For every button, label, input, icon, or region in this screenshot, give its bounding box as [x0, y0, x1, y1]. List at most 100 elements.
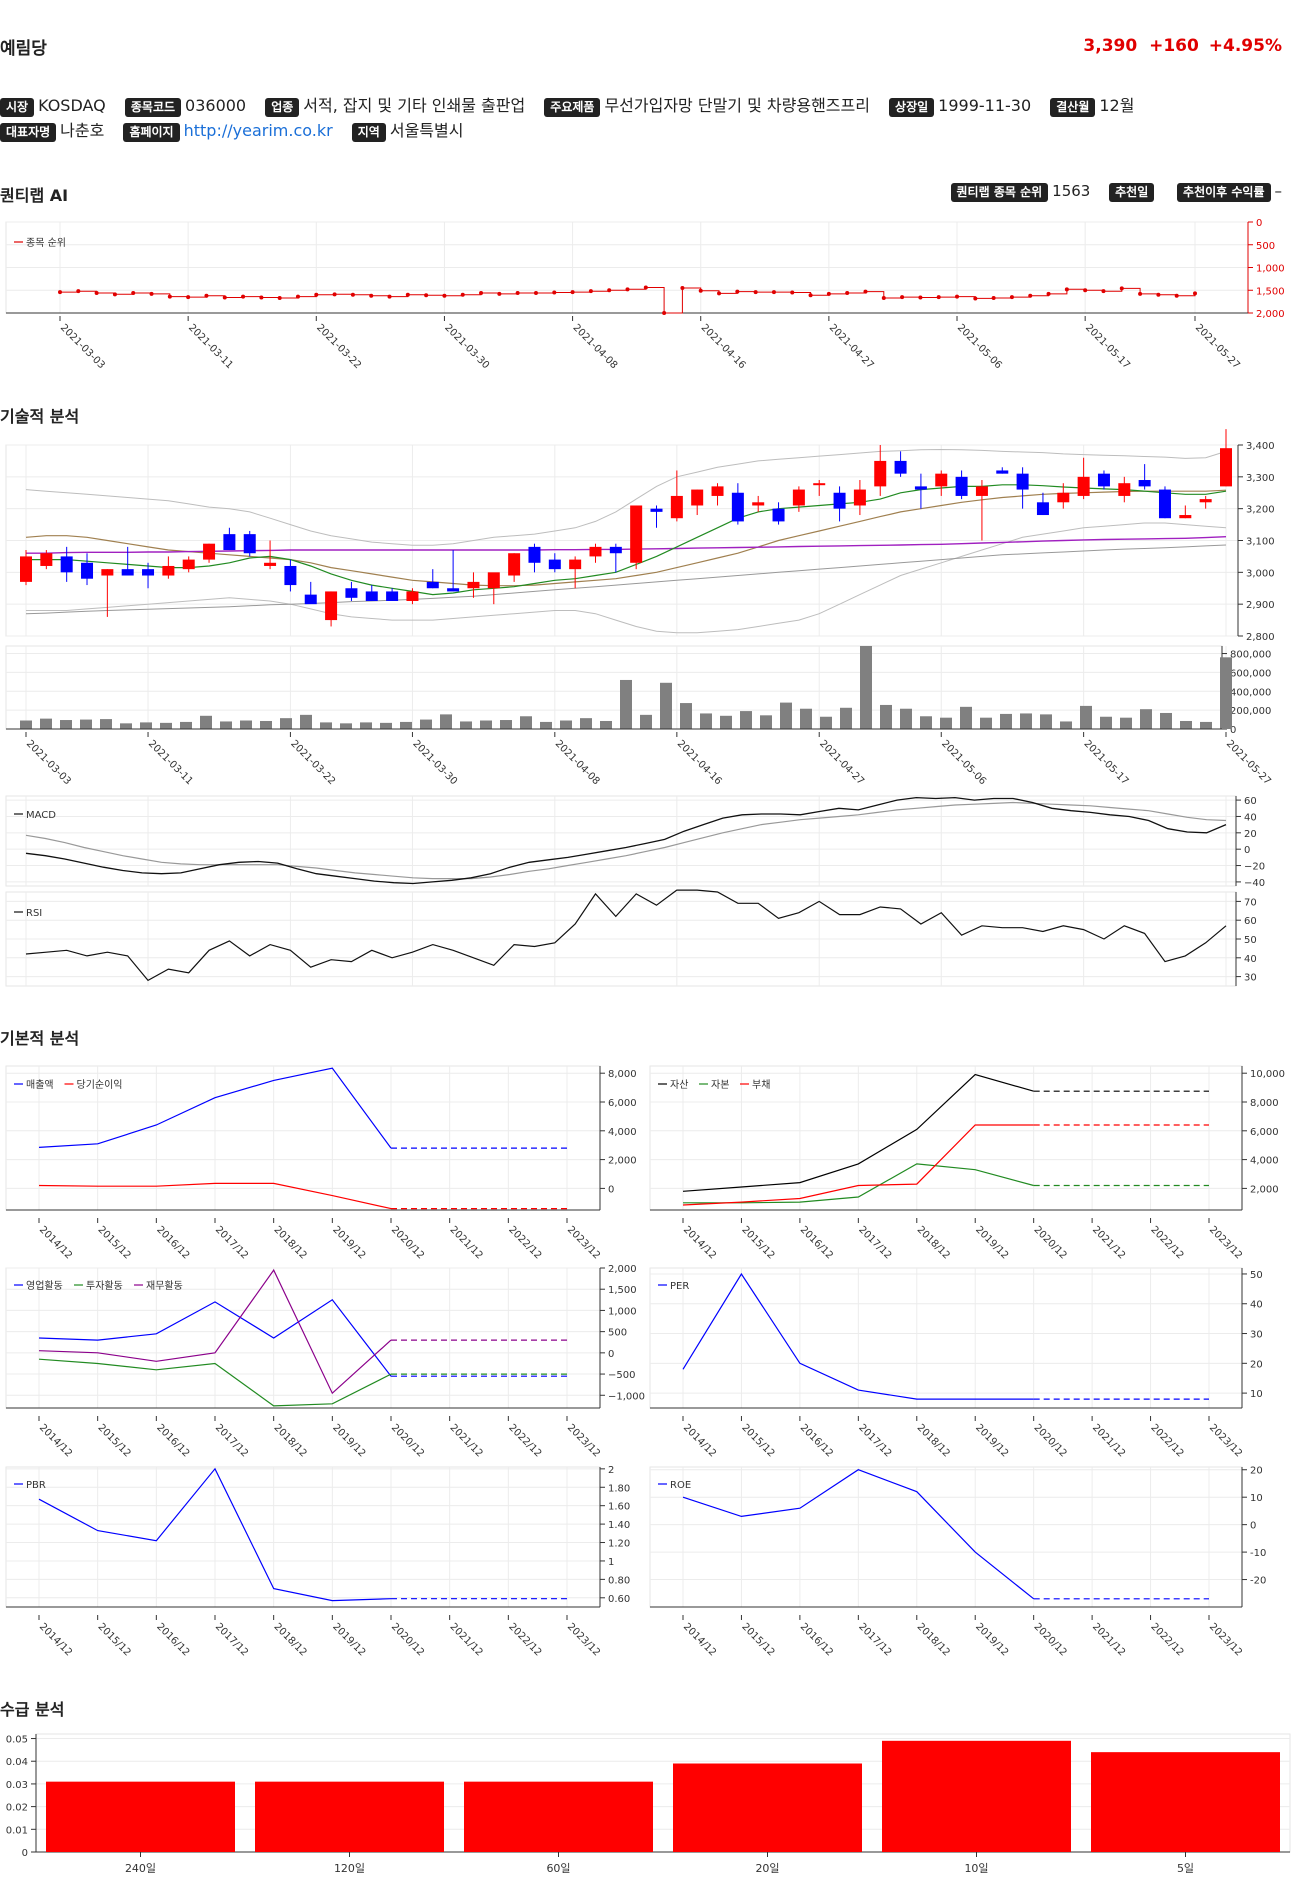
volume-bar — [500, 720, 512, 729]
candle-body — [955, 476, 968, 496]
per-chart-tick-label-x: 2020/12 — [1032, 1422, 1069, 1459]
volume-bar — [380, 722, 392, 729]
ma-brown-line — [25, 489, 1227, 587]
volume-bar — [1160, 712, 1172, 729]
sales-chart-tick-label-y: 2,000 — [608, 1156, 637, 1167]
pbr-chart-tick-label-y: 1.60 — [608, 1502, 630, 1513]
per-chart-tick-label-x: 2022/12 — [1148, 1422, 1185, 1459]
pbr-chart-tick-label-y: 1.80 — [608, 1483, 630, 1494]
cashflow-chart-tick-label-y: −500 — [608, 1370, 635, 1381]
volume-bar — [480, 720, 492, 729]
price-chart-tick-label-y: 2,800 — [1246, 632, 1275, 643]
sales-chart-tick-label-x: 2020/12 — [389, 1224, 426, 1261]
candle-body — [670, 495, 683, 519]
pbr-chart-tick-label-y: 1.20 — [608, 1539, 630, 1550]
pbr-chart-tick-label-x: 2019/12 — [330, 1621, 367, 1658]
volume-bar — [280, 718, 292, 729]
candle-body — [243, 534, 256, 554]
volume-chart-tick-label-x: 2021-03-11 — [146, 738, 195, 787]
homepage-label: 홈페이지 — [123, 123, 180, 142]
rank-point — [826, 291, 831, 296]
supply-chart-tick-label-x: 120일 — [334, 1861, 365, 1875]
roe-chart-legend-label: ROE — [670, 1480, 691, 1491]
supply-chart-tick-label-y: 0.04 — [6, 1757, 28, 1768]
candle-body — [589, 546, 602, 557]
volume-bar — [520, 716, 532, 729]
per-chart-tick-label-x: 2016/12 — [798, 1422, 835, 1459]
volume-bar — [60, 720, 72, 729]
candle-body — [203, 543, 216, 560]
volume-chart-tick-label-y: 800,000 — [1230, 650, 1271, 661]
rank-chart-tick-label-x: 2021-05-17 — [1083, 322, 1132, 371]
volume-chart-tick-label-x: 2021-04-16 — [675, 738, 724, 787]
macd-chart-legend-label: MACD — [26, 810, 56, 821]
candle-body — [467, 581, 480, 589]
sales-chart-legend-label: 당기순이익 — [77, 1079, 123, 1091]
candle-body — [487, 572, 500, 589]
volume-bar — [940, 717, 952, 729]
rank-point — [149, 291, 154, 296]
supply-bar — [464, 1781, 653, 1852]
volume-bar — [1060, 721, 1072, 729]
rank-point — [460, 292, 465, 297]
code-label: 종목코드 — [124, 98, 182, 117]
info-row-1: 시장 KOSDAQ 종목코드 036000 업종 서적, 잡지 및 기타 인쇄물 출판… — [0, 92, 1148, 117]
rank-chart-tick-label-y: 500 — [1256, 241, 1275, 252]
bollinger-upper-line — [25, 448, 1227, 546]
candle-body — [304, 594, 317, 605]
stock-name: 예림당 — [0, 39, 47, 59]
rank-chart-tick-label-y: 2,000 — [1256, 309, 1285, 320]
candle-body — [101, 569, 114, 576]
volume-bar — [1220, 657, 1232, 729]
volume-bar — [900, 708, 912, 729]
balance-chart-legend-label: 자산 — [670, 1079, 688, 1091]
volume-bar — [680, 703, 692, 729]
pbr-chart-tick-label-x: 2021/12 — [448, 1621, 485, 1658]
rank-chart-tick-label-x: 2021-03-11 — [186, 322, 235, 371]
supply-chart-tick-label-x: 60일 — [546, 1861, 570, 1875]
cashflow-chart-legend-label: 투자활동 — [86, 1279, 123, 1292]
candle-body — [914, 486, 927, 490]
volume-bar — [180, 721, 192, 729]
sales-chart-tick-label-y: 8,000 — [608, 1069, 637, 1080]
roe-series-line — [682, 1469, 1035, 1600]
rank-point — [1193, 291, 1197, 296]
rank-chart-tick-label-x: 2021-03-03 — [58, 322, 107, 371]
product-label: 주요제품 — [544, 98, 601, 117]
candle-body — [142, 569, 155, 576]
balance-chart-tick-label-x: 2017/12 — [856, 1224, 893, 1261]
volume-bar — [700, 713, 712, 729]
sales-chart-tick-label-x: 2015/12 — [96, 1224, 133, 1261]
rsi-chart-tick-label-y: 70 — [1244, 897, 1257, 908]
sales-chart-tick-label-x: 2017/12 — [213, 1224, 250, 1261]
per-chart-tick-label-x: 2018/12 — [915, 1422, 952, 1459]
candle-body — [40, 553, 53, 566]
rank-point — [277, 295, 282, 300]
volume-bar — [580, 718, 592, 729]
volume-chart-tick-label-y: 400,000 — [1230, 687, 1271, 698]
candle-body — [996, 470, 1009, 474]
cashflow-chart-tick-label-x: 2021/12 — [448, 1422, 485, 1459]
pbr-chart-tick-label-x: 2023/12 — [565, 1621, 602, 1658]
balance-chart-tick-label-y: 6,000 — [1250, 1127, 1279, 1138]
rank-point — [1083, 288, 1088, 293]
cashflow-chart-tick-label-x: 2020/12 — [389, 1422, 426, 1459]
balance-chart-tick-label-x: 2023/12 — [1207, 1224, 1244, 1261]
macd-chart-tick-label-y: −40 — [1244, 878, 1265, 889]
cashflow-chart-tick-label-x: 2015/12 — [96, 1422, 133, 1459]
macd-signal-line — [25, 801, 1227, 880]
rank-point — [735, 289, 740, 294]
pbr-chart-tick-label-x: 2014/12 — [37, 1621, 74, 1658]
rank-point — [808, 293, 813, 298]
rank-point — [1101, 289, 1106, 294]
cashflow-chart-tick-label-y: −1,000 — [608, 1391, 645, 1402]
homepage-link[interactable]: http://yearim.co.kr — [183, 121, 333, 140]
volume-bar — [1080, 705, 1092, 729]
volume-bar — [320, 722, 332, 729]
volume-bar — [420, 719, 432, 729]
rank-point — [241, 294, 246, 299]
price-chart-tick-label-y: 3,100 — [1246, 537, 1275, 548]
candle-body — [182, 559, 195, 570]
per-chart-tick-label-x: 2015/12 — [739, 1422, 776, 1459]
roe-chart-tick-label-y: 20 — [1250, 1466, 1263, 1477]
